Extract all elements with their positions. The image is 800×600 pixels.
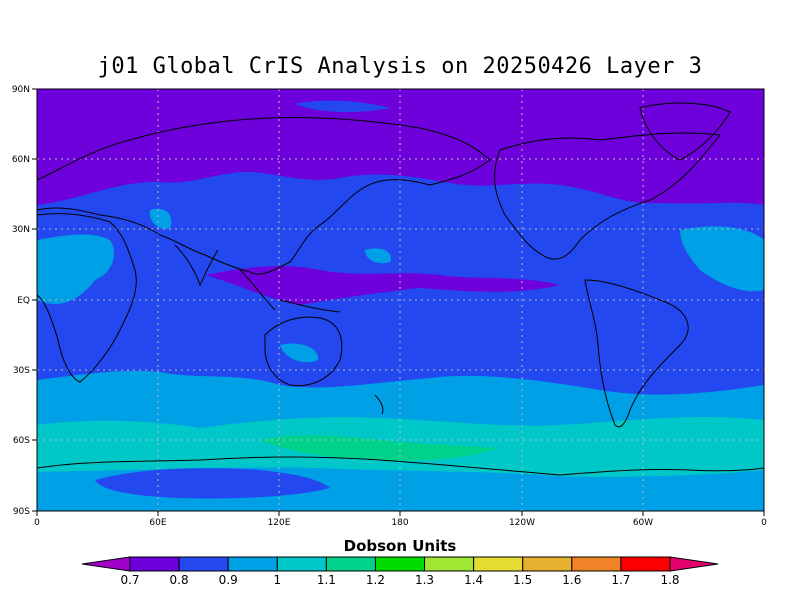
lon-label: 60W	[633, 518, 653, 528]
colorbar: 0.7 0.8 0.9 1 1.1 1.2 1.3 1.4 1.5 1.6 1.7 1.8	[81, 556, 719, 587]
colorbar-swatch	[325, 556, 376, 572]
colorbar-swatch	[473, 556, 524, 572]
colorbar-swatch	[276, 556, 327, 572]
colorbar-label: 0.7	[120, 573, 139, 587]
graticule	[37, 89, 764, 511]
tick-marks	[32, 88, 765, 516]
map-field	[37, 89, 764, 511]
lon-label: 60E	[149, 518, 166, 528]
colorbar-label: 1.7	[611, 573, 630, 587]
lon-label: 120W	[509, 518, 535, 528]
field-south-green	[260, 435, 500, 461]
colorbar-swatch	[178, 556, 229, 572]
lon-label: 0	[761, 518, 767, 528]
coastlines	[37, 102, 764, 476]
colorbar-title: Dobson Units	[343, 537, 457, 555]
colorbar-label: 1.4	[464, 573, 483, 587]
lat-label: 90S	[13, 507, 30, 517]
colorbar-label: 1.1	[317, 573, 336, 587]
colorbar-swatch	[522, 556, 573, 572]
colorbar-swatch	[571, 556, 622, 572]
lat-label: 90N	[12, 85, 30, 95]
colorbar-swatch	[129, 556, 180, 572]
field-patch-a	[149, 208, 172, 229]
field-patch-c	[280, 343, 319, 363]
field-atlantic-light	[680, 226, 764, 292]
lat-label: 30N	[12, 225, 30, 235]
lon-label: 120E	[268, 518, 291, 528]
map-title: j01 Global CrIS Analysis on 20250426 Lay…	[97, 54, 703, 79]
colorbar-label: 1.8	[660, 573, 679, 587]
lat-label: EQ	[17, 296, 30, 306]
field-africa-light	[37, 234, 115, 304]
colorbar-swatch	[620, 556, 671, 572]
lat-label: 30S	[13, 366, 30, 376]
colorbar-label: 1.3	[415, 573, 434, 587]
lat-label: 60N	[12, 155, 30, 165]
lon-label: 180	[391, 518, 408, 528]
field-antarctic-blue	[95, 468, 330, 499]
colorbar-label: 1.6	[562, 573, 581, 587]
lon-label: 0	[34, 518, 40, 528]
lat-labels: 90N 60N 30N EQ 30S 60S 90S	[12, 85, 30, 517]
colorbar-label: 1	[273, 573, 281, 587]
colorbar-label: 0.8	[170, 573, 189, 587]
field-north-purple	[37, 89, 764, 205]
lat-label: 60S	[13, 436, 30, 446]
field-tropic-purple	[205, 266, 560, 305]
colorbar-swatch	[374, 556, 426, 572]
colorbar-swatch	[227, 556, 278, 572]
colorbar-label: 1.2	[366, 573, 385, 587]
colorbar-arrow-low	[81, 556, 131, 572]
colorbar-arrow-high	[669, 556, 719, 572]
field-arctic-patch	[295, 100, 390, 113]
lon-labels: 0 60E 120E 180 120W 60W 0	[34, 518, 767, 528]
colorbar-swatch	[424, 556, 475, 572]
colorbar-label: 1.5	[513, 573, 532, 587]
field-patch-b	[365, 248, 391, 264]
colorbar-label: 0.9	[219, 573, 238, 587]
